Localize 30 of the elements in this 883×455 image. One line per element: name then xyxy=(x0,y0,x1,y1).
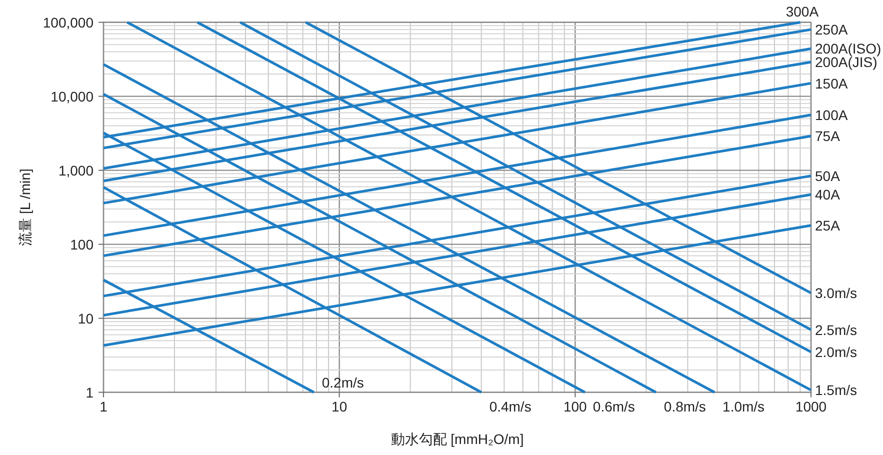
series-label: 200A(ISO) xyxy=(815,40,882,57)
series-label: 0.4m/s xyxy=(489,398,532,414)
series-label: 150A xyxy=(815,75,848,92)
series-label: 300A xyxy=(786,3,820,20)
series-label: 100A xyxy=(815,106,848,123)
series-label: 2.5m/s xyxy=(815,322,858,338)
series-label: 40A xyxy=(815,186,841,203)
y-tick-label: 100 xyxy=(70,236,94,252)
y-axis-title: 流量 [L /min] xyxy=(17,168,33,246)
x-tick-label: 10 xyxy=(332,398,348,414)
series-label: 0.8m/s xyxy=(664,398,706,414)
series-label: 3.0m/s xyxy=(815,284,858,301)
series-label: 50A xyxy=(815,168,841,184)
series-label: 0.6m/s xyxy=(592,398,635,414)
series-label: 25A xyxy=(815,217,841,234)
series-label: 250A xyxy=(815,21,848,38)
x-tick-label: 1000 xyxy=(795,398,827,414)
series-label: 1.5m/s xyxy=(815,382,858,398)
series-label: 0.2m/s xyxy=(322,374,364,390)
series-label: 75A xyxy=(815,128,841,144)
y-tick-label: 1 xyxy=(86,384,94,400)
x-axis-title: 動水勾配 [mmH₂O/m] xyxy=(390,431,524,447)
x-tick-label: 100 xyxy=(563,398,588,414)
y-tick-label: 10 xyxy=(78,310,94,326)
series-label: 1.0m/s xyxy=(722,398,765,414)
y-tick-label: 1,000 xyxy=(58,162,94,178)
series-label: 2.0m/s xyxy=(815,344,858,360)
y-tick-label: 100,000 xyxy=(42,14,94,30)
x-tick-label: 1 xyxy=(100,398,108,414)
y-tick-label: 10,000 xyxy=(50,88,94,104)
